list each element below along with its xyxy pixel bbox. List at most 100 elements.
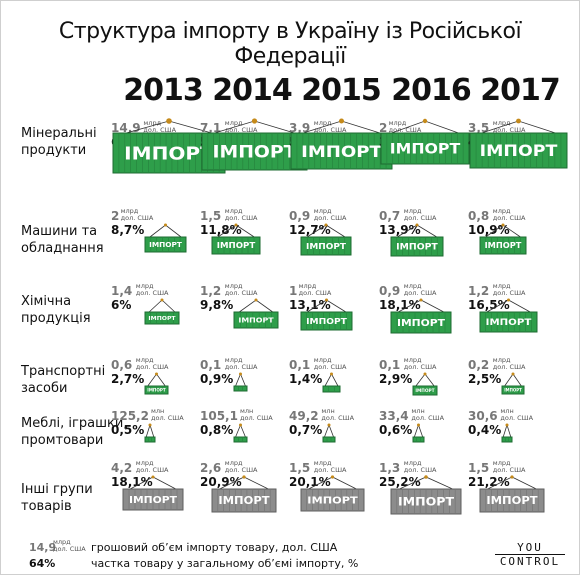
year-header-2015: 2015 <box>301 73 382 108</box>
shipping-container-icon: ІМПОРТ <box>300 223 352 256</box>
cell-unit-line1: млрд <box>135 459 154 467</box>
cell-unit-line1: млрд <box>313 459 332 467</box>
shipping-container-icon: ІМПОРТ <box>390 223 444 257</box>
crane-cable <box>219 476 269 490</box>
cell-unit-line1: млрд <box>313 119 332 127</box>
cell-unit-line2: дол. США <box>313 214 347 222</box>
crane-cable <box>149 224 182 238</box>
shipping-container-icon: ІМПОРТ <box>479 298 538 333</box>
container-body <box>211 488 277 513</box>
cell-unit: млрд дол. США <box>493 208 526 222</box>
cell-unit-line2: дол. США <box>135 289 169 297</box>
shipping-container-icon <box>322 423 336 443</box>
cell-unit-line1: млн <box>411 407 425 415</box>
container-body <box>322 436 336 443</box>
shipping-container-icon: ІМПОРТ <box>300 298 353 331</box>
cell-unit: млн дол. США <box>151 408 184 422</box>
cell-share: 21,2% <box>468 475 510 489</box>
shipping-container-icon: ІМПОРТ <box>390 475 462 515</box>
crane-cable <box>397 224 437 238</box>
cell-unit: млрд дол. США <box>404 357 437 371</box>
cell-value: 0,1 <box>200 358 222 372</box>
cell-unit-line1: млрд <box>492 459 511 467</box>
cell-unit: млрд дол. США <box>314 357 347 371</box>
cell-unit-line2: дол. США <box>143 126 177 134</box>
cell-unit-line1: млрд <box>313 207 332 215</box>
cell-share: 12,7% <box>289 223 331 237</box>
legend-unit-example: млрд дол. США <box>53 539 86 553</box>
crane-hook-icon <box>239 423 242 427</box>
cell-share: 13,1% <box>289 298 331 312</box>
container-body <box>233 385 248 392</box>
crane-cable <box>308 476 357 490</box>
shipping-container-icon <box>501 423 513 443</box>
cell-share: 0,7% <box>289 423 323 437</box>
crane-hook-icon <box>166 118 172 124</box>
crane-hook-icon <box>325 298 328 302</box>
cell-value: 3,5 <box>468 121 490 135</box>
year-header-2014: 2014 <box>212 73 293 108</box>
cell-unit-line2: дол. США <box>492 289 526 297</box>
container-label: ІМПОРТ <box>306 316 347 326</box>
cell-unit: млрд дол. США <box>493 120 526 134</box>
cell-unit: млрд дол. США <box>225 120 258 134</box>
container-label: ІМПОРТ <box>217 241 256 250</box>
crane-hook-icon <box>155 372 158 376</box>
cell-unit-line2: дол. США <box>120 214 154 222</box>
container-label: ІМПОРТ <box>238 316 273 325</box>
crane-cable <box>398 299 444 313</box>
container-body <box>144 436 156 443</box>
cell-value: 1 <box>289 284 298 298</box>
cell-unit-line2: дол. США <box>403 214 437 222</box>
cell-unit-line2: дол. США <box>388 126 422 134</box>
category-label-line: Машини та <box>21 224 98 239</box>
cell-unit-line2: дол. США <box>135 466 169 474</box>
crane-cable <box>239 299 273 313</box>
cell-unit-line1: млрд <box>224 356 243 364</box>
container-body <box>479 488 545 513</box>
legend-pct-example: 64% <box>29 557 56 570</box>
category-label-line: Хімічна <box>21 294 72 309</box>
cell-unit: млрд дол. США <box>404 283 437 297</box>
cell-unit: млрд дол. США <box>136 357 169 371</box>
container-body <box>501 436 513 443</box>
crane-cable <box>324 423 334 438</box>
crane-hook-icon <box>505 423 509 427</box>
shipping-container-icon: ІМПОРТ <box>122 475 184 511</box>
container-body <box>144 236 187 253</box>
cell-share: 0,9% <box>200 372 234 386</box>
cell-value: 1,4 <box>111 284 133 298</box>
cell-value: 3,9 <box>289 121 311 135</box>
cell-unit-line1: млрд <box>120 207 139 215</box>
category-label: Машини та обладнання <box>21 223 131 257</box>
crane-cable <box>486 299 531 313</box>
crane-hook-icon <box>327 423 331 427</box>
cell-unit-line1: млрд <box>224 119 243 127</box>
page-title: Структура імпорту в Україну із Російсько… <box>58 19 522 69</box>
category-label-line: обладнання <box>21 241 104 256</box>
container-label: ІМПОРТ <box>301 142 382 161</box>
crane-hook-icon <box>417 423 420 427</box>
cell-unit-line1: млрд <box>492 282 511 290</box>
crane-cable <box>235 372 246 387</box>
cell-unit-line2: дол. США <box>500 414 534 422</box>
crane-cable <box>502 423 512 438</box>
shipping-container-icon: ІМПОРТ <box>390 298 452 334</box>
cell-unit: млрд дол. США <box>314 460 347 474</box>
crane-hook-icon <box>510 475 514 479</box>
cell-share: 0,6% <box>379 423 413 437</box>
cell-share: 2,5% <box>468 372 502 386</box>
container-label: ІМПОРТ <box>396 243 438 253</box>
year-header-2013: 2013 <box>123 73 204 108</box>
container-body <box>412 436 425 443</box>
legend-unit-line1: млрд <box>53 538 71 546</box>
container-label: ІМПОРТ <box>218 495 269 507</box>
cell-value: 7,1 <box>200 121 222 135</box>
cell-value: 0,2 <box>468 358 490 372</box>
cell-unit-line1: млрд <box>492 207 511 215</box>
cell-unit: млрд дол. США <box>493 357 526 371</box>
cell-unit-line2: дол. США <box>411 414 445 422</box>
cell-unit-line1: млрд <box>403 207 422 215</box>
cell-share: 0,8% <box>200 423 234 437</box>
